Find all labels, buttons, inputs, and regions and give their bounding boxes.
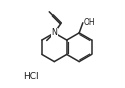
Text: HCl: HCl: [24, 72, 39, 81]
Text: N: N: [51, 28, 57, 37]
Text: OH: OH: [84, 18, 95, 27]
